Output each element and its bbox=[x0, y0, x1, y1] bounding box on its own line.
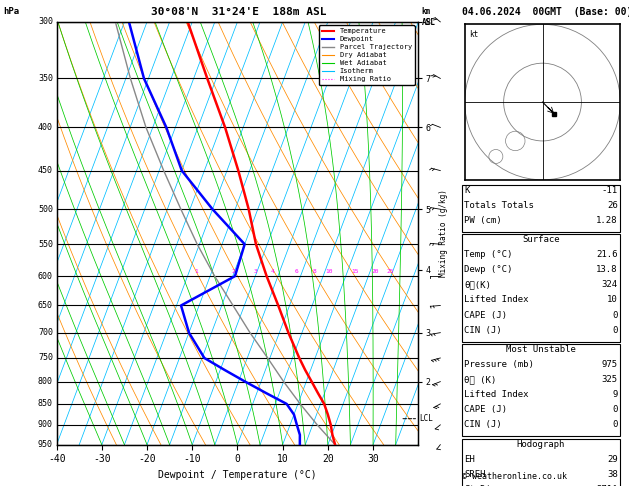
Text: 0: 0 bbox=[612, 311, 618, 320]
Text: 20: 20 bbox=[371, 269, 379, 274]
Text: Surface: Surface bbox=[522, 235, 560, 244]
Text: 350: 350 bbox=[38, 74, 53, 83]
Text: 25: 25 bbox=[387, 269, 394, 274]
Text: 975: 975 bbox=[601, 360, 618, 369]
Text: 550: 550 bbox=[38, 240, 53, 249]
Legend: Temperature, Dewpoint, Parcel Trajectory, Dry Adiabat, Wet Adiabat, Isotherm, Mi: Temperature, Dewpoint, Parcel Trajectory… bbox=[319, 25, 415, 85]
Text: 13.8: 13.8 bbox=[596, 265, 618, 275]
Text: 3: 3 bbox=[253, 269, 257, 274]
Text: 750: 750 bbox=[38, 353, 53, 363]
Text: 324: 324 bbox=[601, 280, 618, 290]
Text: 1.28: 1.28 bbox=[596, 216, 618, 225]
Text: 8: 8 bbox=[313, 269, 316, 274]
Text: 950: 950 bbox=[38, 440, 53, 449]
X-axis label: Dewpoint / Temperature (°C): Dewpoint / Temperature (°C) bbox=[158, 470, 317, 480]
Text: CAPE (J): CAPE (J) bbox=[464, 311, 507, 320]
Text: 2: 2 bbox=[231, 269, 235, 274]
Text: 0: 0 bbox=[612, 420, 618, 430]
Text: Mixing Ratio (g/kg): Mixing Ratio (g/kg) bbox=[439, 190, 448, 277]
Text: 650: 650 bbox=[38, 301, 53, 310]
Text: 04.06.2024  00GMT  (Base: 00): 04.06.2024 00GMT (Base: 00) bbox=[462, 7, 629, 17]
Text: 500: 500 bbox=[38, 205, 53, 214]
Text: 30°08'N  31°24'E  188m ASL: 30°08'N 31°24'E 188m ASL bbox=[151, 7, 327, 17]
Text: SREH: SREH bbox=[464, 470, 486, 479]
Text: PW (cm): PW (cm) bbox=[464, 216, 502, 225]
Text: Temp (°C): Temp (°C) bbox=[464, 250, 513, 260]
Text: Lifted Index: Lifted Index bbox=[464, 295, 529, 305]
Text: 800: 800 bbox=[38, 377, 53, 386]
Text: Totals Totals: Totals Totals bbox=[464, 201, 534, 210]
Text: 850: 850 bbox=[38, 399, 53, 408]
Text: 0: 0 bbox=[612, 326, 618, 335]
Text: © weatheronline.co.uk: © weatheronline.co.uk bbox=[462, 472, 567, 481]
Text: 450: 450 bbox=[38, 166, 53, 175]
Text: 10: 10 bbox=[607, 295, 618, 305]
Text: 700: 700 bbox=[38, 328, 53, 337]
Text: 6: 6 bbox=[294, 269, 298, 274]
Text: θᴇ(K): θᴇ(K) bbox=[464, 280, 491, 290]
Text: 4: 4 bbox=[270, 269, 274, 274]
Text: CIN (J): CIN (J) bbox=[464, 420, 502, 430]
Text: 400: 400 bbox=[38, 123, 53, 132]
Text: 29: 29 bbox=[607, 455, 618, 464]
Text: Lifted Index: Lifted Index bbox=[464, 390, 529, 399]
Text: 38: 38 bbox=[607, 470, 618, 479]
Text: Most Unstable: Most Unstable bbox=[506, 345, 576, 354]
Text: EH: EH bbox=[464, 455, 475, 464]
Text: 9: 9 bbox=[612, 390, 618, 399]
Text: Dewp (°C): Dewp (°C) bbox=[464, 265, 513, 275]
Text: StmDir: StmDir bbox=[464, 485, 496, 486]
Text: 900: 900 bbox=[38, 420, 53, 429]
Text: kt: kt bbox=[469, 30, 478, 39]
Text: Hodograph: Hodograph bbox=[517, 440, 565, 449]
Text: Pressure (mb): Pressure (mb) bbox=[464, 360, 534, 369]
Text: 26: 26 bbox=[607, 201, 618, 210]
Text: 15: 15 bbox=[352, 269, 359, 274]
Text: CIN (J): CIN (J) bbox=[464, 326, 502, 335]
Text: CAPE (J): CAPE (J) bbox=[464, 405, 507, 415]
Text: 600: 600 bbox=[38, 272, 53, 280]
Text: K: K bbox=[464, 186, 470, 195]
Text: 10: 10 bbox=[325, 269, 332, 274]
Text: hPa: hPa bbox=[3, 7, 19, 17]
Text: 21.6: 21.6 bbox=[596, 250, 618, 260]
Text: 0: 0 bbox=[612, 405, 618, 415]
Text: km
ASL: km ASL bbox=[421, 7, 435, 27]
Text: θᴇ (K): θᴇ (K) bbox=[464, 375, 496, 384]
Text: 1: 1 bbox=[194, 269, 198, 274]
Text: 325: 325 bbox=[601, 375, 618, 384]
Text: 300: 300 bbox=[38, 17, 53, 26]
Text: -11: -11 bbox=[601, 186, 618, 195]
Text: LCL: LCL bbox=[419, 414, 433, 423]
Text: 271°: 271° bbox=[596, 485, 618, 486]
